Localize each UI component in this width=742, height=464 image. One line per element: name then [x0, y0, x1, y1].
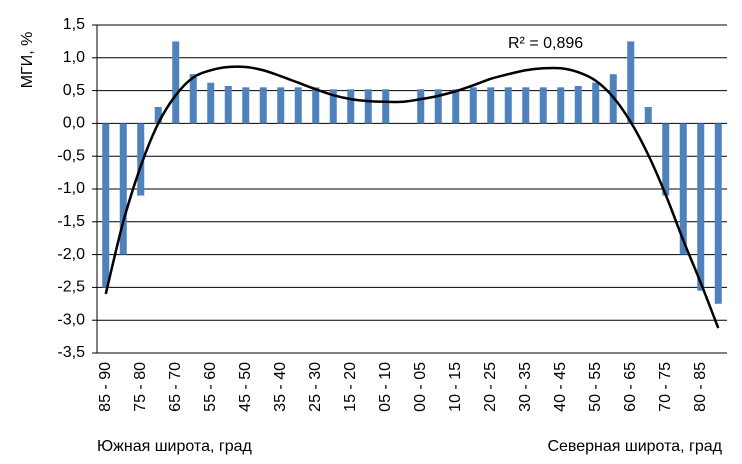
bar	[189, 74, 197, 124]
x-tick-label: 70 - 75	[657, 362, 674, 412]
bar	[697, 123, 705, 291]
bar	[119, 123, 127, 255]
y-tick-label: -0,5	[57, 147, 85, 164]
y-tick-label: -2,5	[57, 279, 85, 296]
x-tick-label: 15 - 20	[342, 362, 359, 412]
y-tick-label: 1,0	[63, 49, 85, 66]
y-tick-label: 0,0	[63, 115, 85, 132]
bar	[504, 87, 512, 124]
x-tick-label: 35 - 40	[272, 362, 289, 412]
bar	[644, 107, 652, 124]
bar	[207, 82, 215, 124]
x-label-left: Южная широта, град	[97, 438, 253, 455]
bar	[487, 87, 495, 124]
y-axis-label: МГИ, %	[19, 32, 36, 89]
bar	[574, 86, 582, 124]
bar	[364, 89, 372, 124]
y-tick-label: -1,5	[57, 213, 85, 230]
bar	[539, 87, 547, 124]
bar	[347, 89, 355, 124]
bar	[172, 41, 180, 124]
y-tick-label: 0,5	[63, 82, 85, 99]
x-tick-label: 85 - 90	[97, 362, 114, 412]
bar	[382, 89, 390, 124]
y-tick-label: -1,0	[57, 180, 85, 197]
x-tick-label: 50 - 55	[587, 362, 604, 412]
x-tick-label: 25 - 30	[307, 362, 324, 412]
bar	[434, 89, 442, 124]
bar	[417, 89, 425, 124]
bar	[154, 107, 162, 124]
bar	[662, 123, 670, 196]
y-tick-label: 1,5	[63, 16, 85, 33]
trend-line	[104, 65, 720, 329]
bar	[137, 123, 145, 196]
bar	[679, 123, 687, 255]
bar	[312, 87, 320, 124]
x-tick-label: 65 - 70	[167, 362, 184, 412]
bar	[294, 87, 302, 124]
x-tick-label: 40 - 45	[552, 362, 569, 412]
x-tick-label: 05 - 10	[377, 362, 394, 412]
x-tick-label: 80 - 85	[692, 362, 709, 412]
x-tick-label: 60 - 65	[622, 362, 639, 412]
bar	[277, 87, 285, 124]
x-tick-label: 30 - 35	[517, 362, 534, 412]
bar	[469, 87, 477, 124]
bar	[259, 87, 267, 124]
y-tick-label: -3,5	[57, 344, 85, 361]
bar	[329, 89, 337, 124]
bar	[714, 123, 722, 304]
bar	[627, 41, 635, 124]
x-label-right: Северная широта, град	[547, 438, 722, 455]
x-tick-label: 75 - 80	[132, 362, 149, 412]
annotation: R² = 0,896	[508, 35, 583, 52]
y-tick-label: -2,0	[57, 246, 85, 263]
bar	[557, 87, 565, 124]
bar	[522, 87, 530, 124]
y-tick-label: -3,0	[57, 311, 85, 328]
bar	[452, 89, 460, 124]
x-tick-label: 10 - 15	[447, 362, 464, 412]
x-tick-label: 55 - 60	[202, 362, 219, 412]
bar	[242, 87, 250, 124]
bar	[224, 86, 232, 124]
x-tick-label: 45 - 50	[237, 362, 254, 412]
x-tick-label: 20 - 25	[482, 362, 499, 412]
bar	[102, 123, 110, 288]
x-tick-label: 00 - 05	[412, 362, 429, 412]
bar	[592, 82, 600, 124]
